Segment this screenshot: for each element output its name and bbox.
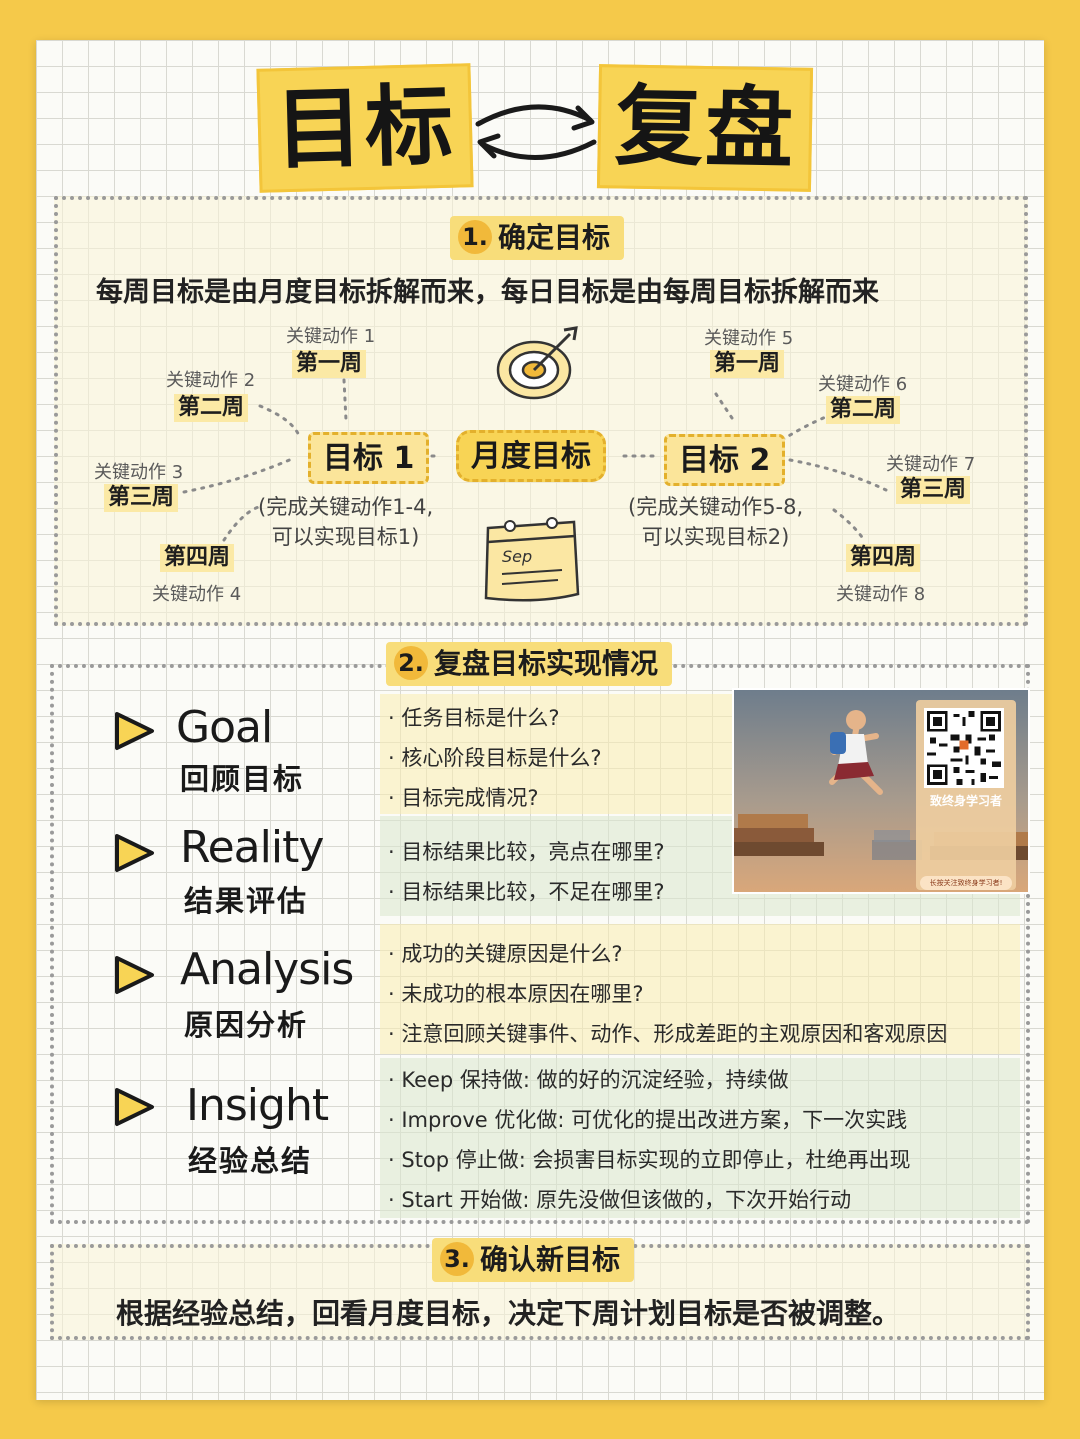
left-action-3: 关键动作 3 [94,462,184,483]
analysis-question-2: 未成功的根本原因在哪里? [388,978,643,1008]
reality-label-cn: 结果评估 [184,884,309,918]
qr-code-icon[interactable] [924,708,1004,788]
goal-1-node: 目标 1 [308,432,430,484]
section3-heading: 3. 确认新目标 [432,1238,635,1282]
goal-2-node: 目标 2 [664,434,786,486]
right-action-5: 关键动作 5 [704,328,794,349]
right-week-4: 第四周 [846,544,921,572]
goal-2-note: (完成关键动作5-8, 可以实现目标2) [628,492,803,552]
goal-question-3: 目标完成情况? [388,782,538,812]
play-arrow-icon [115,834,154,872]
reality-question-1: 目标结果比较，亮点在哪里? [388,836,664,866]
target-icon [496,326,578,400]
goal-2-note-line1: (完成关键动作5-8, [628,495,804,519]
title-left: 目标 [256,63,474,193]
insight-label-en: Insight [186,1080,329,1131]
goal-1-note: (完成关键动作1-4, 可以实现目标1) [258,492,433,552]
play-arrow-icon [115,712,154,750]
insight-stop: Stop 停止做: 会损害目标实现的立即停止，杜绝再出现 [388,1144,910,1174]
insight-keep: Keep 保持做: 做的好的沉淀经验，持续做 [388,1064,788,1094]
calendar-icon: Sep [484,517,580,602]
right-week-1: 第一周 [710,350,785,378]
left-week-3: 第三周 [104,484,179,512]
calendar-month: Sep [502,547,532,566]
reality-question-2: 目标结果比较，不足在哪里? [388,876,664,906]
goal-1-note-line1: (完成关键动作1-4, [258,495,434,519]
left-week-2: 第二周 [174,394,249,422]
section1-number: 1. [458,220,492,254]
section1-title: 确定目标 [498,221,611,254]
right-week-2: 第二周 [826,396,901,424]
goal-2-note-line2: 可以实现目标2) [641,525,790,549]
goal-1-note-line2: 可以实现目标1) [271,525,420,549]
insight-label-cn: 经验总结 [188,1144,313,1178]
reality-label-en: Reality [180,822,324,873]
right-action-7: 关键动作 7 [886,454,976,475]
title-right: 复盘 [596,64,814,192]
right-week-3: 第三周 [896,476,971,504]
right-action-8: 关键动作 8 [836,584,926,605]
left-week-4: 第四周 [160,544,235,572]
section1-heading: 1. 确定目标 [450,216,625,260]
section2-number: 2. [394,646,428,680]
analysis-label-cn: 原因分析 [184,1008,309,1042]
analysis-label-en: Analysis [180,944,354,995]
analysis-question-3: 注意回顾关键事件、动作、形成差距的主观原因和客观原因 [388,1018,947,1048]
cycle-arrows-icon [475,104,597,160]
goal-label-cn: 回顾目标 [180,762,305,796]
section3-title: 确认新目标 [480,1243,621,1276]
section3-text: 根据经验总结，回看月度目标，决定下周计划目标是否被调整。 [116,1297,901,1330]
section3-number: 3. [440,1242,474,1276]
section2-heading: 2. 复盘目标实现情况 [386,642,673,686]
runner-illustration [734,710,1028,860]
page-title: 目标 复盘 [0,10,1080,200]
monthly-goal-node: 月度目标 [456,430,606,482]
left-action-1: 关键动作 1 [286,326,376,347]
qr-title: 致终身学习者 [929,794,1002,808]
insight-improve: Improve 优化做: 可优化的提出改进方案，下一次实践 [388,1104,907,1134]
goal-question-1: 任务目标是什么? [388,702,559,732]
left-week-1: 第一周 [292,350,367,378]
play-arrow-icon [115,1088,154,1126]
goal-label-en: Goal [176,702,273,753]
play-arrow-icon [115,956,154,994]
goal-question-2: 核心阶段目标是什么? [388,742,601,772]
analysis-question-1: 成功的关键原因是什么? [388,938,622,968]
follow-button[interactable]: 长按关注致终身学习者! [920,876,1012,890]
section1-lead: 每周目标是由月度目标拆解而来，每日目标是由每周目标拆解而来 [96,277,879,308]
right-action-6: 关键动作 6 [818,374,908,395]
left-action-4: 关键动作 4 [152,584,242,605]
insight-start: Start 开始做: 原先没做但该做的，下次开始行动 [388,1184,851,1214]
left-action-2: 关键动作 2 [166,370,256,391]
section2-title: 复盘目标实现情况 [434,647,659,680]
